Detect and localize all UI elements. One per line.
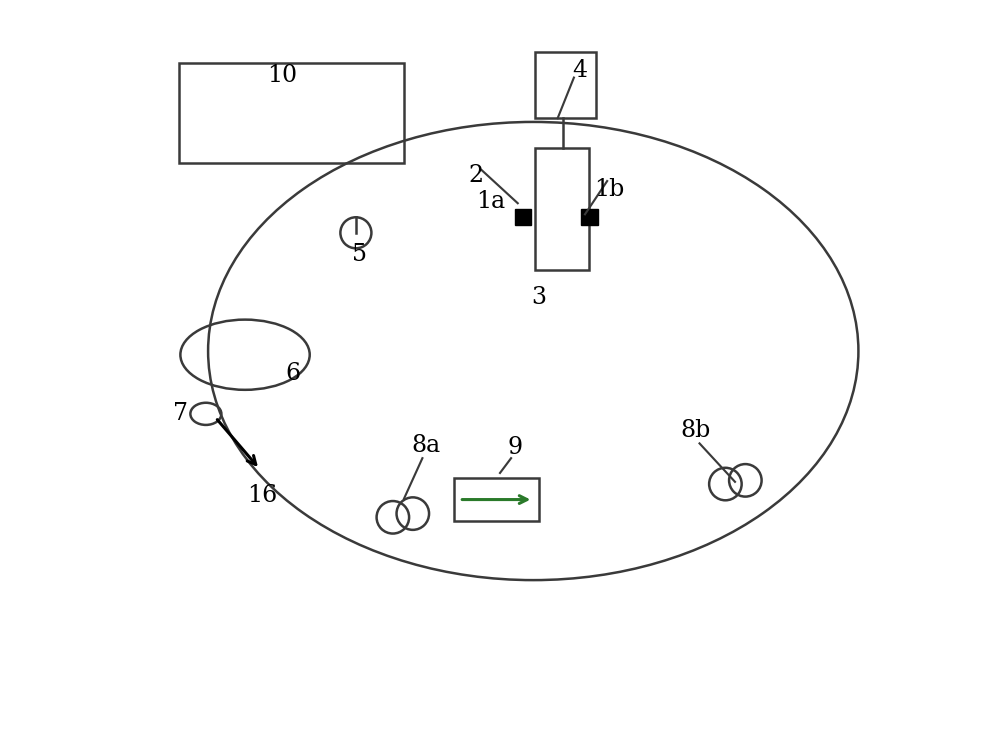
Text: 4: 4 [572, 58, 587, 82]
Text: 1b: 1b [594, 178, 624, 202]
Text: 5: 5 [352, 243, 367, 267]
Text: 7: 7 [173, 402, 188, 426]
Bar [179, 63, 404, 163]
Text: 6: 6 [286, 361, 301, 385]
Bar [535, 52, 596, 118]
Text: 10: 10 [267, 64, 297, 87]
Bar [581, 209, 598, 225]
Text: 8b: 8b [681, 418, 711, 442]
Text: 16: 16 [247, 483, 277, 507]
Bar [535, 148, 589, 270]
Bar [454, 478, 539, 521]
Text: 3: 3 [531, 285, 546, 309]
Text: 2: 2 [469, 163, 484, 187]
Text: 1a: 1a [476, 189, 505, 213]
Text: 8a: 8a [412, 434, 441, 457]
Bar [515, 209, 531, 225]
Text: 9: 9 [507, 435, 522, 459]
